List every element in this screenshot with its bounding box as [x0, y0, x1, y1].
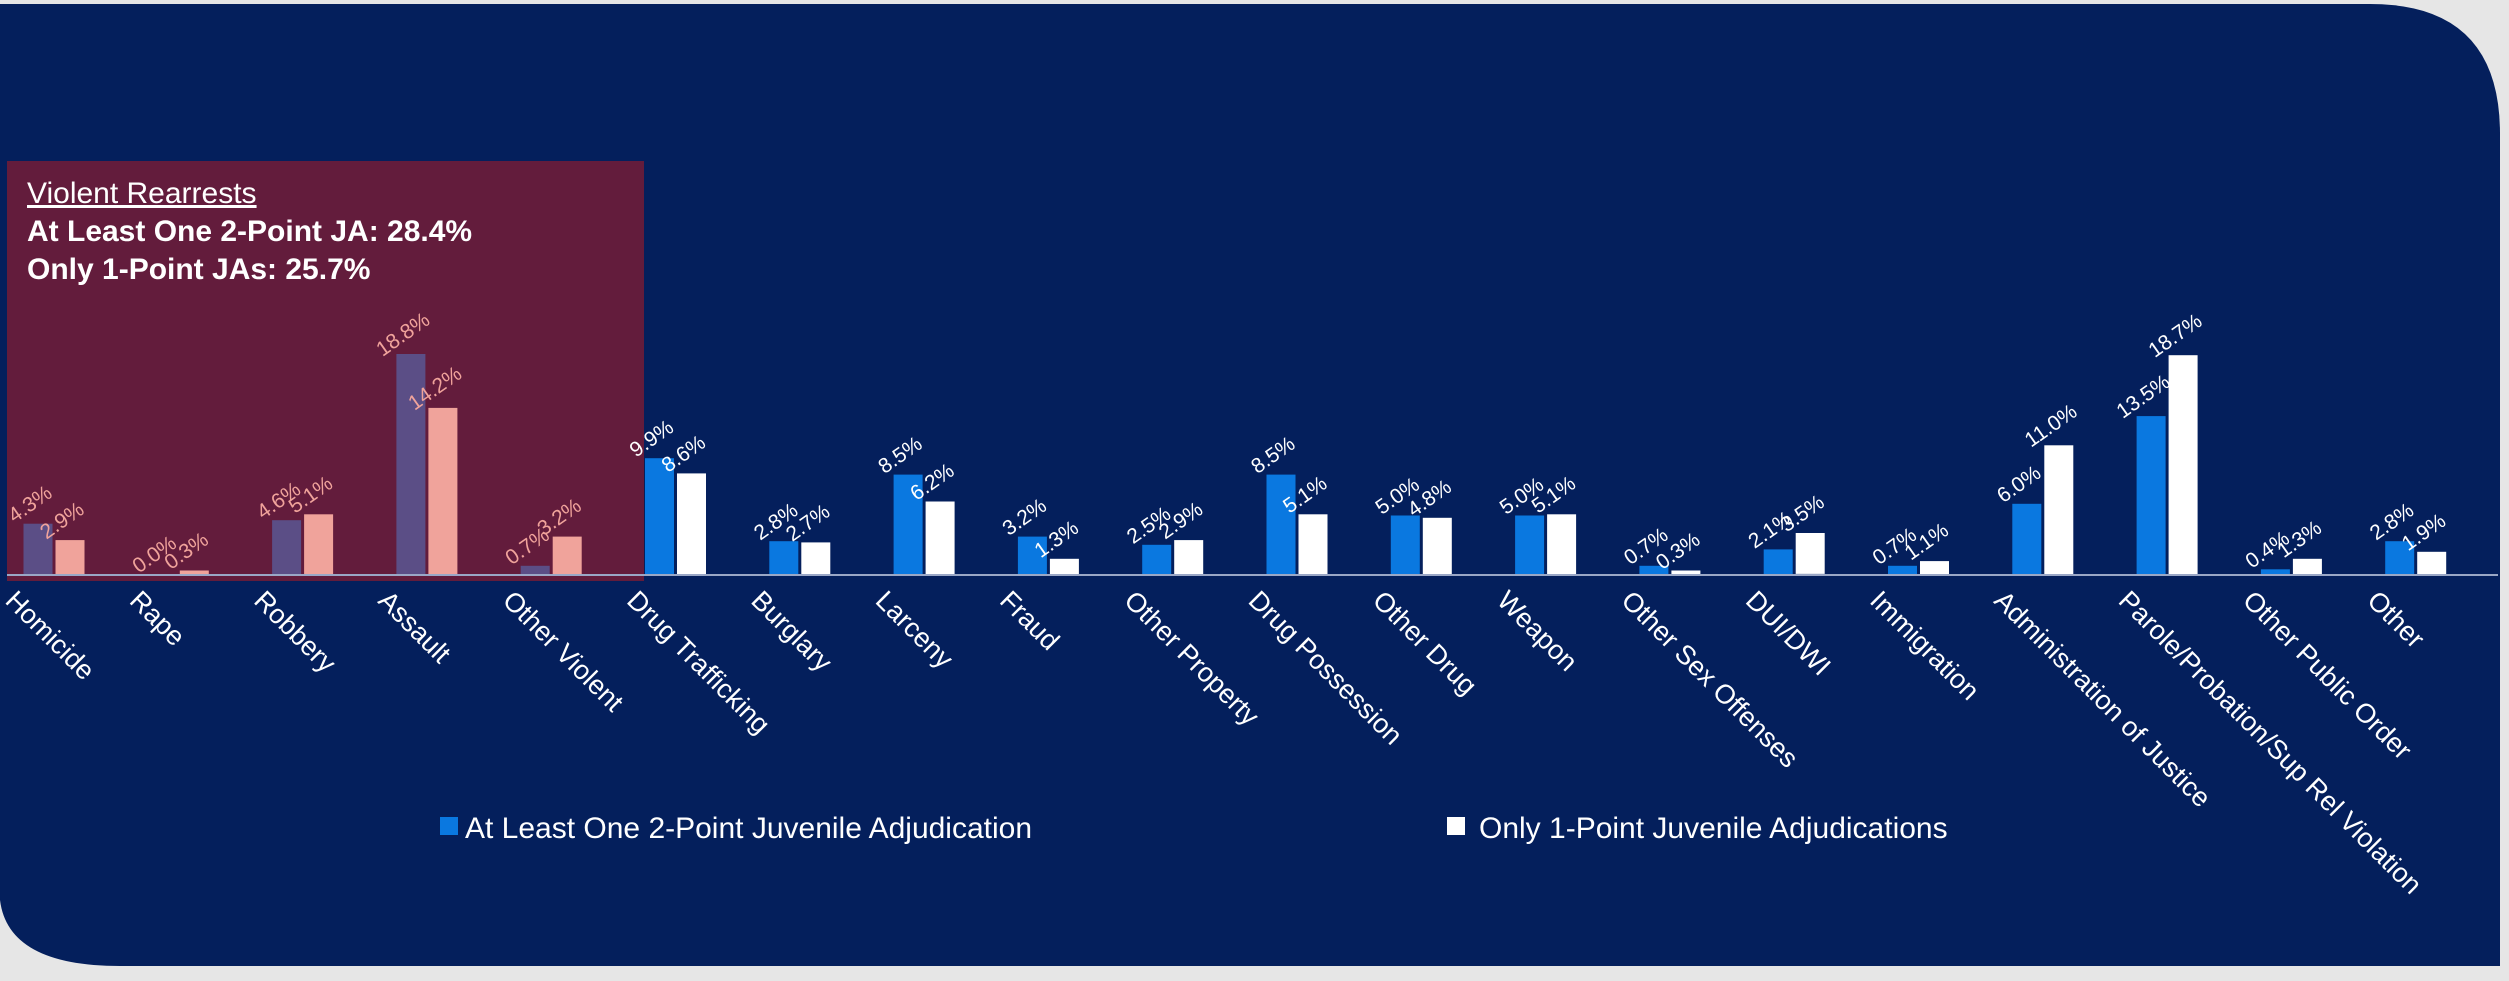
legend-label-1point: Only 1-Point Juvenile Adjudications — [1479, 812, 1948, 845]
bar-1point-other-violent — [552, 536, 582, 574]
bar-1point-robbery — [304, 514, 334, 574]
bar-1point-other — [2417, 551, 2447, 574]
bar-2point-fraud — [1017, 536, 1047, 574]
legend: At Least One 2-Point Juvenile Adjudicati… — [440, 812, 1948, 845]
bar-2point-parole-probation-sup-rel-violation — [2136, 416, 2166, 574]
bar-2point-other — [2385, 541, 2415, 574]
bar-2point-drug-possession — [1266, 474, 1296, 574]
bar-2point-robbery — [272, 520, 302, 574]
bar-1point-dui-dwi — [1795, 533, 1825, 574]
bar-1point-fraud — [1049, 558, 1079, 574]
bar-1point-weapon — [1547, 514, 1577, 574]
bar-2point-larceny — [893, 474, 923, 574]
bar-2point-homicide — [23, 523, 53, 574]
bar-1point-other-drug — [1422, 517, 1452, 574]
bar-2point-other-drug — [1390, 515, 1420, 574]
legend-swatch-2point — [440, 817, 458, 835]
bar-1point-larceny — [925, 501, 955, 574]
bar-2point-weapon — [1515, 515, 1545, 574]
highlight-title: Violent Rearrests — [27, 177, 257, 210]
bar-2point-administration-of-justice — [2012, 503, 2042, 574]
bar-1point-administration-of-justice — [2044, 445, 2074, 574]
bar-2point-other-sex-offenses — [1639, 565, 1669, 574]
bar-2point-burglary — [769, 541, 799, 574]
violent-highlight-box — [7, 161, 644, 581]
bar-1point-parole-probation-sup-rel-violation — [2168, 355, 2198, 574]
highlight-line-1point: Only 1-Point JAs: 25.7% — [27, 253, 370, 286]
bar-1point-burglary — [801, 542, 831, 574]
highlight-line-2point: At Least One 2-Point JA: 28.4% — [27, 215, 472, 248]
bar-1point-assault — [428, 407, 458, 574]
legend-label-2point: At Least One 2-Point Juvenile Adjudicati… — [465, 812, 1032, 845]
bar-1point-homicide — [55, 540, 85, 574]
bar-1point-drug-trafficking — [677, 473, 706, 574]
bar-1point-other-sex-offenses — [1671, 570, 1701, 574]
bar-2point-drug-trafficking — [645, 458, 674, 574]
bars-layer — [23, 354, 2447, 575]
bar-2point-other-public-order — [2260, 569, 2290, 574]
bar-1point-other-public-order — [2292, 558, 2322, 574]
bar-1point-drug-possession — [1298, 514, 1328, 574]
bar-1point-immigration — [1920, 561, 1949, 574]
bar-1point-rape — [179, 570, 209, 574]
bar-2point-immigration — [1888, 565, 1917, 574]
bar-2point-assault — [396, 354, 426, 574]
bar-2point-dui-dwi — [1763, 549, 1793, 574]
bar-1point-other-property — [1174, 540, 1204, 574]
bar-2point-other-property — [1142, 544, 1172, 575]
bar-2point-other-violent — [520, 565, 550, 574]
legend-swatch-1point — [1447, 817, 1465, 835]
